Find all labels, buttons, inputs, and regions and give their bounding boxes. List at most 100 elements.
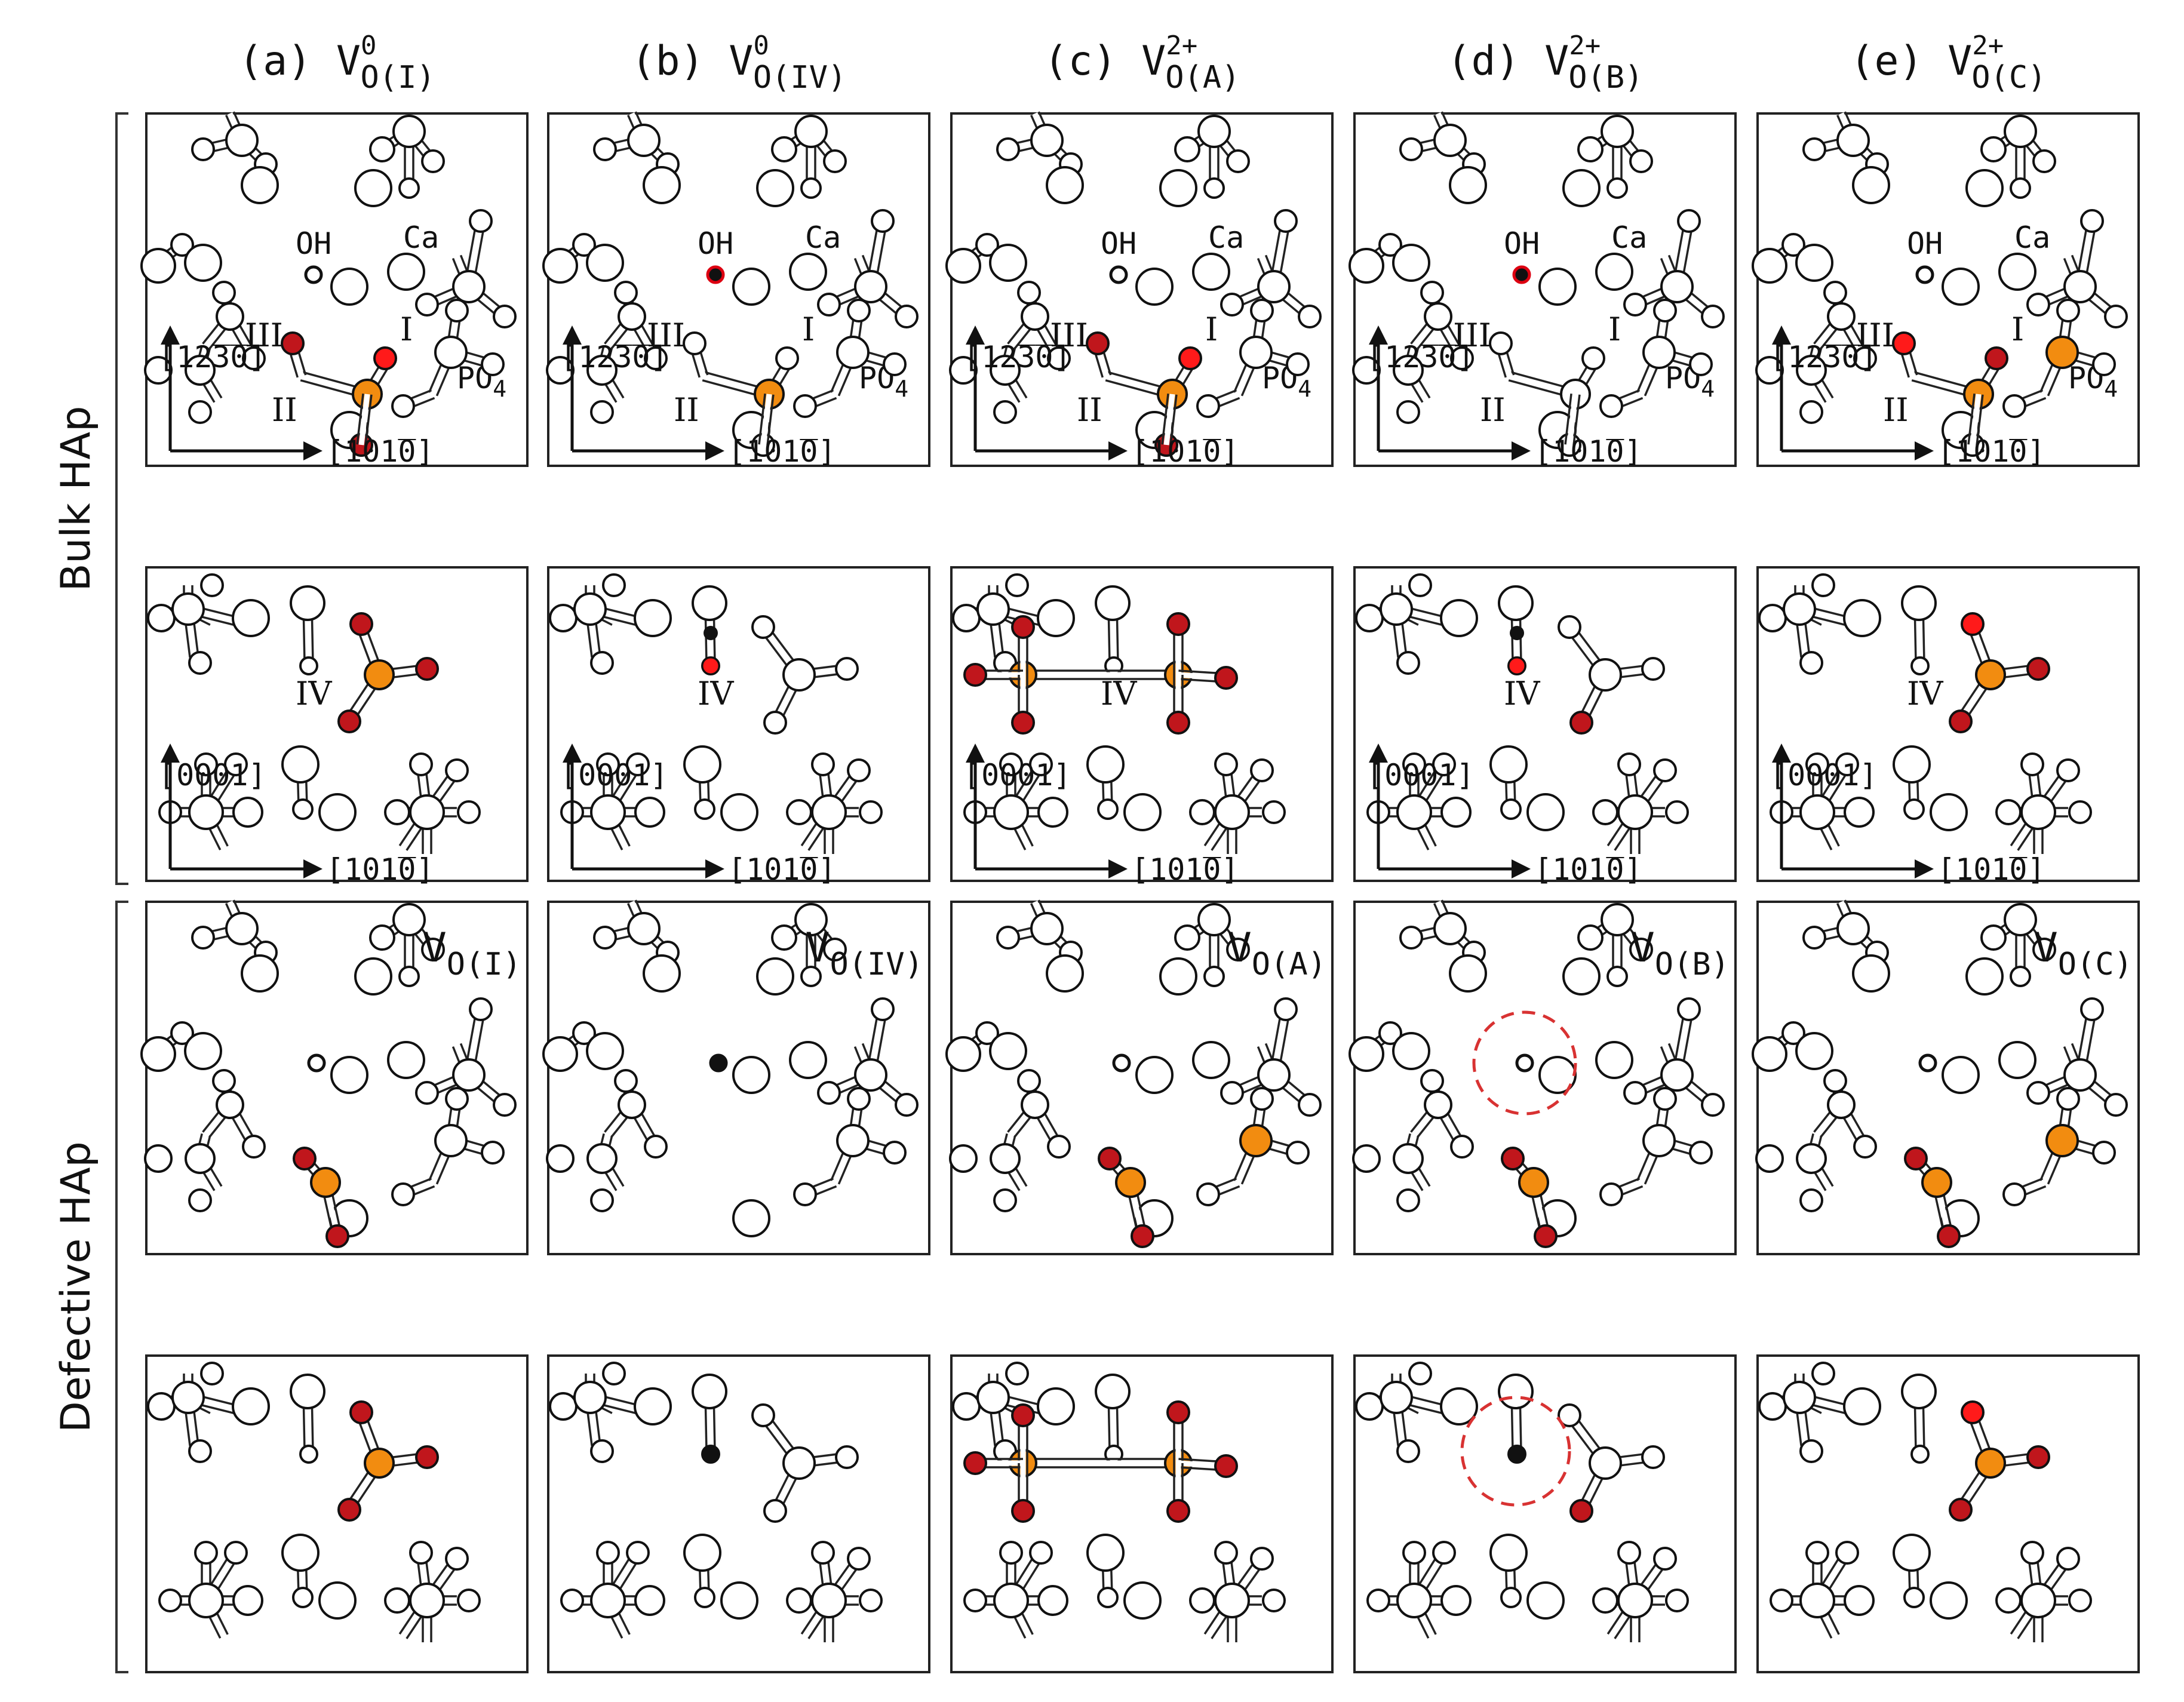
atom (1577, 136, 1604, 162)
atom (683, 331, 707, 355)
atom (835, 1445, 859, 1469)
atom (800, 966, 822, 987)
atom (1796, 355, 1827, 386)
atom (1274, 209, 1298, 233)
atom (883, 1141, 907, 1165)
atom (1097, 798, 1119, 820)
atom (2063, 270, 2097, 303)
atom (975, 233, 999, 257)
atom (216, 1090, 244, 1119)
atom (549, 604, 578, 632)
atom (1408, 573, 1432, 597)
axis-label-vertical: [0001] (1770, 758, 1878, 792)
defect-tag: VO(B) (1630, 924, 1730, 982)
atom (1166, 612, 1190, 636)
atom (1135, 1056, 1174, 1094)
atom (1629, 149, 1653, 173)
atom (1366, 1589, 1390, 1612)
atom (596, 1541, 620, 1565)
atom (1823, 1069, 1847, 1093)
atom (170, 1021, 194, 1045)
atom (817, 1081, 841, 1105)
atom (387, 1041, 425, 1079)
atom (2010, 966, 2031, 987)
atom (618, 1090, 646, 1119)
atom (1250, 758, 1274, 782)
atom (952, 604, 981, 632)
atom (1937, 1224, 1961, 1248)
atom (1500, 1587, 1522, 1608)
site-label: II (1077, 391, 1102, 429)
atom (1843, 599, 1881, 637)
atom (2056, 1547, 2080, 1571)
axis-label-horizontal: [101̅0] (326, 852, 434, 887)
atom (318, 1581, 357, 1620)
atom (692, 585, 727, 621)
atom (369, 136, 395, 162)
atom (1811, 573, 1835, 597)
atom (1942, 268, 1980, 306)
atom (683, 745, 721, 784)
atom (546, 1144, 575, 1173)
atom (1489, 331, 1513, 355)
atom (1805, 1541, 1829, 1565)
atom (1135, 268, 1174, 306)
atom (895, 305, 919, 328)
atom (2002, 394, 2026, 418)
site-label: III (647, 317, 685, 354)
atom (1095, 1374, 1131, 1409)
panel-r2-c5: IV [0001] [101̅0] (1756, 566, 2140, 887)
atom (732, 1199, 770, 1237)
atom (1011, 1499, 1035, 1523)
atom (2092, 352, 2116, 376)
site-label: III (1050, 317, 1088, 354)
atom (1799, 794, 1835, 830)
atom (572, 1021, 596, 1045)
axis-label-horizontal: [101̅0] (1534, 852, 1642, 887)
atom (1641, 657, 1665, 681)
panel-r2-c1: IV [0001] [101̅0] (145, 566, 529, 887)
atom (593, 137, 617, 161)
atom (1904, 1147, 1928, 1170)
atom (493, 305, 517, 328)
atom (200, 573, 224, 597)
atom (1665, 800, 1689, 824)
atom (2045, 336, 2079, 369)
atom (292, 798, 314, 820)
oh-site (1918, 1053, 1937, 1073)
atom (1995, 1587, 2022, 1614)
atom (1836, 124, 1870, 157)
atom (1047, 1135, 1071, 1159)
atom (434, 336, 468, 369)
atom (171, 592, 205, 626)
atom (1239, 336, 1273, 369)
atom (1197, 903, 1231, 936)
atom (618, 302, 646, 331)
atom (823, 149, 847, 173)
atom (1601, 115, 1634, 148)
atom (1166, 1400, 1190, 1424)
atom (409, 1541, 433, 1565)
oh-site (1112, 1053, 1131, 1073)
atom (2080, 209, 2104, 233)
atom (1781, 1021, 1805, 1045)
site-label: I (1608, 311, 1621, 348)
atom (720, 1581, 758, 1620)
atom (1617, 1541, 1641, 1565)
atom (188, 794, 224, 830)
atom (1408, 1362, 1432, 1385)
atom (1783, 1381, 1816, 1414)
atom (1827, 1090, 1856, 1119)
atom (2104, 1093, 2128, 1117)
oh-site (1515, 1053, 1534, 1073)
atom (996, 137, 1020, 161)
atom (330, 1056, 368, 1094)
atom (1998, 1041, 2036, 1079)
atom (325, 1224, 349, 1248)
atom (364, 1448, 395, 1479)
atom (542, 248, 578, 284)
atom (1770, 1589, 1793, 1612)
atom (1378, 233, 1402, 257)
atom (1095, 585, 1131, 621)
